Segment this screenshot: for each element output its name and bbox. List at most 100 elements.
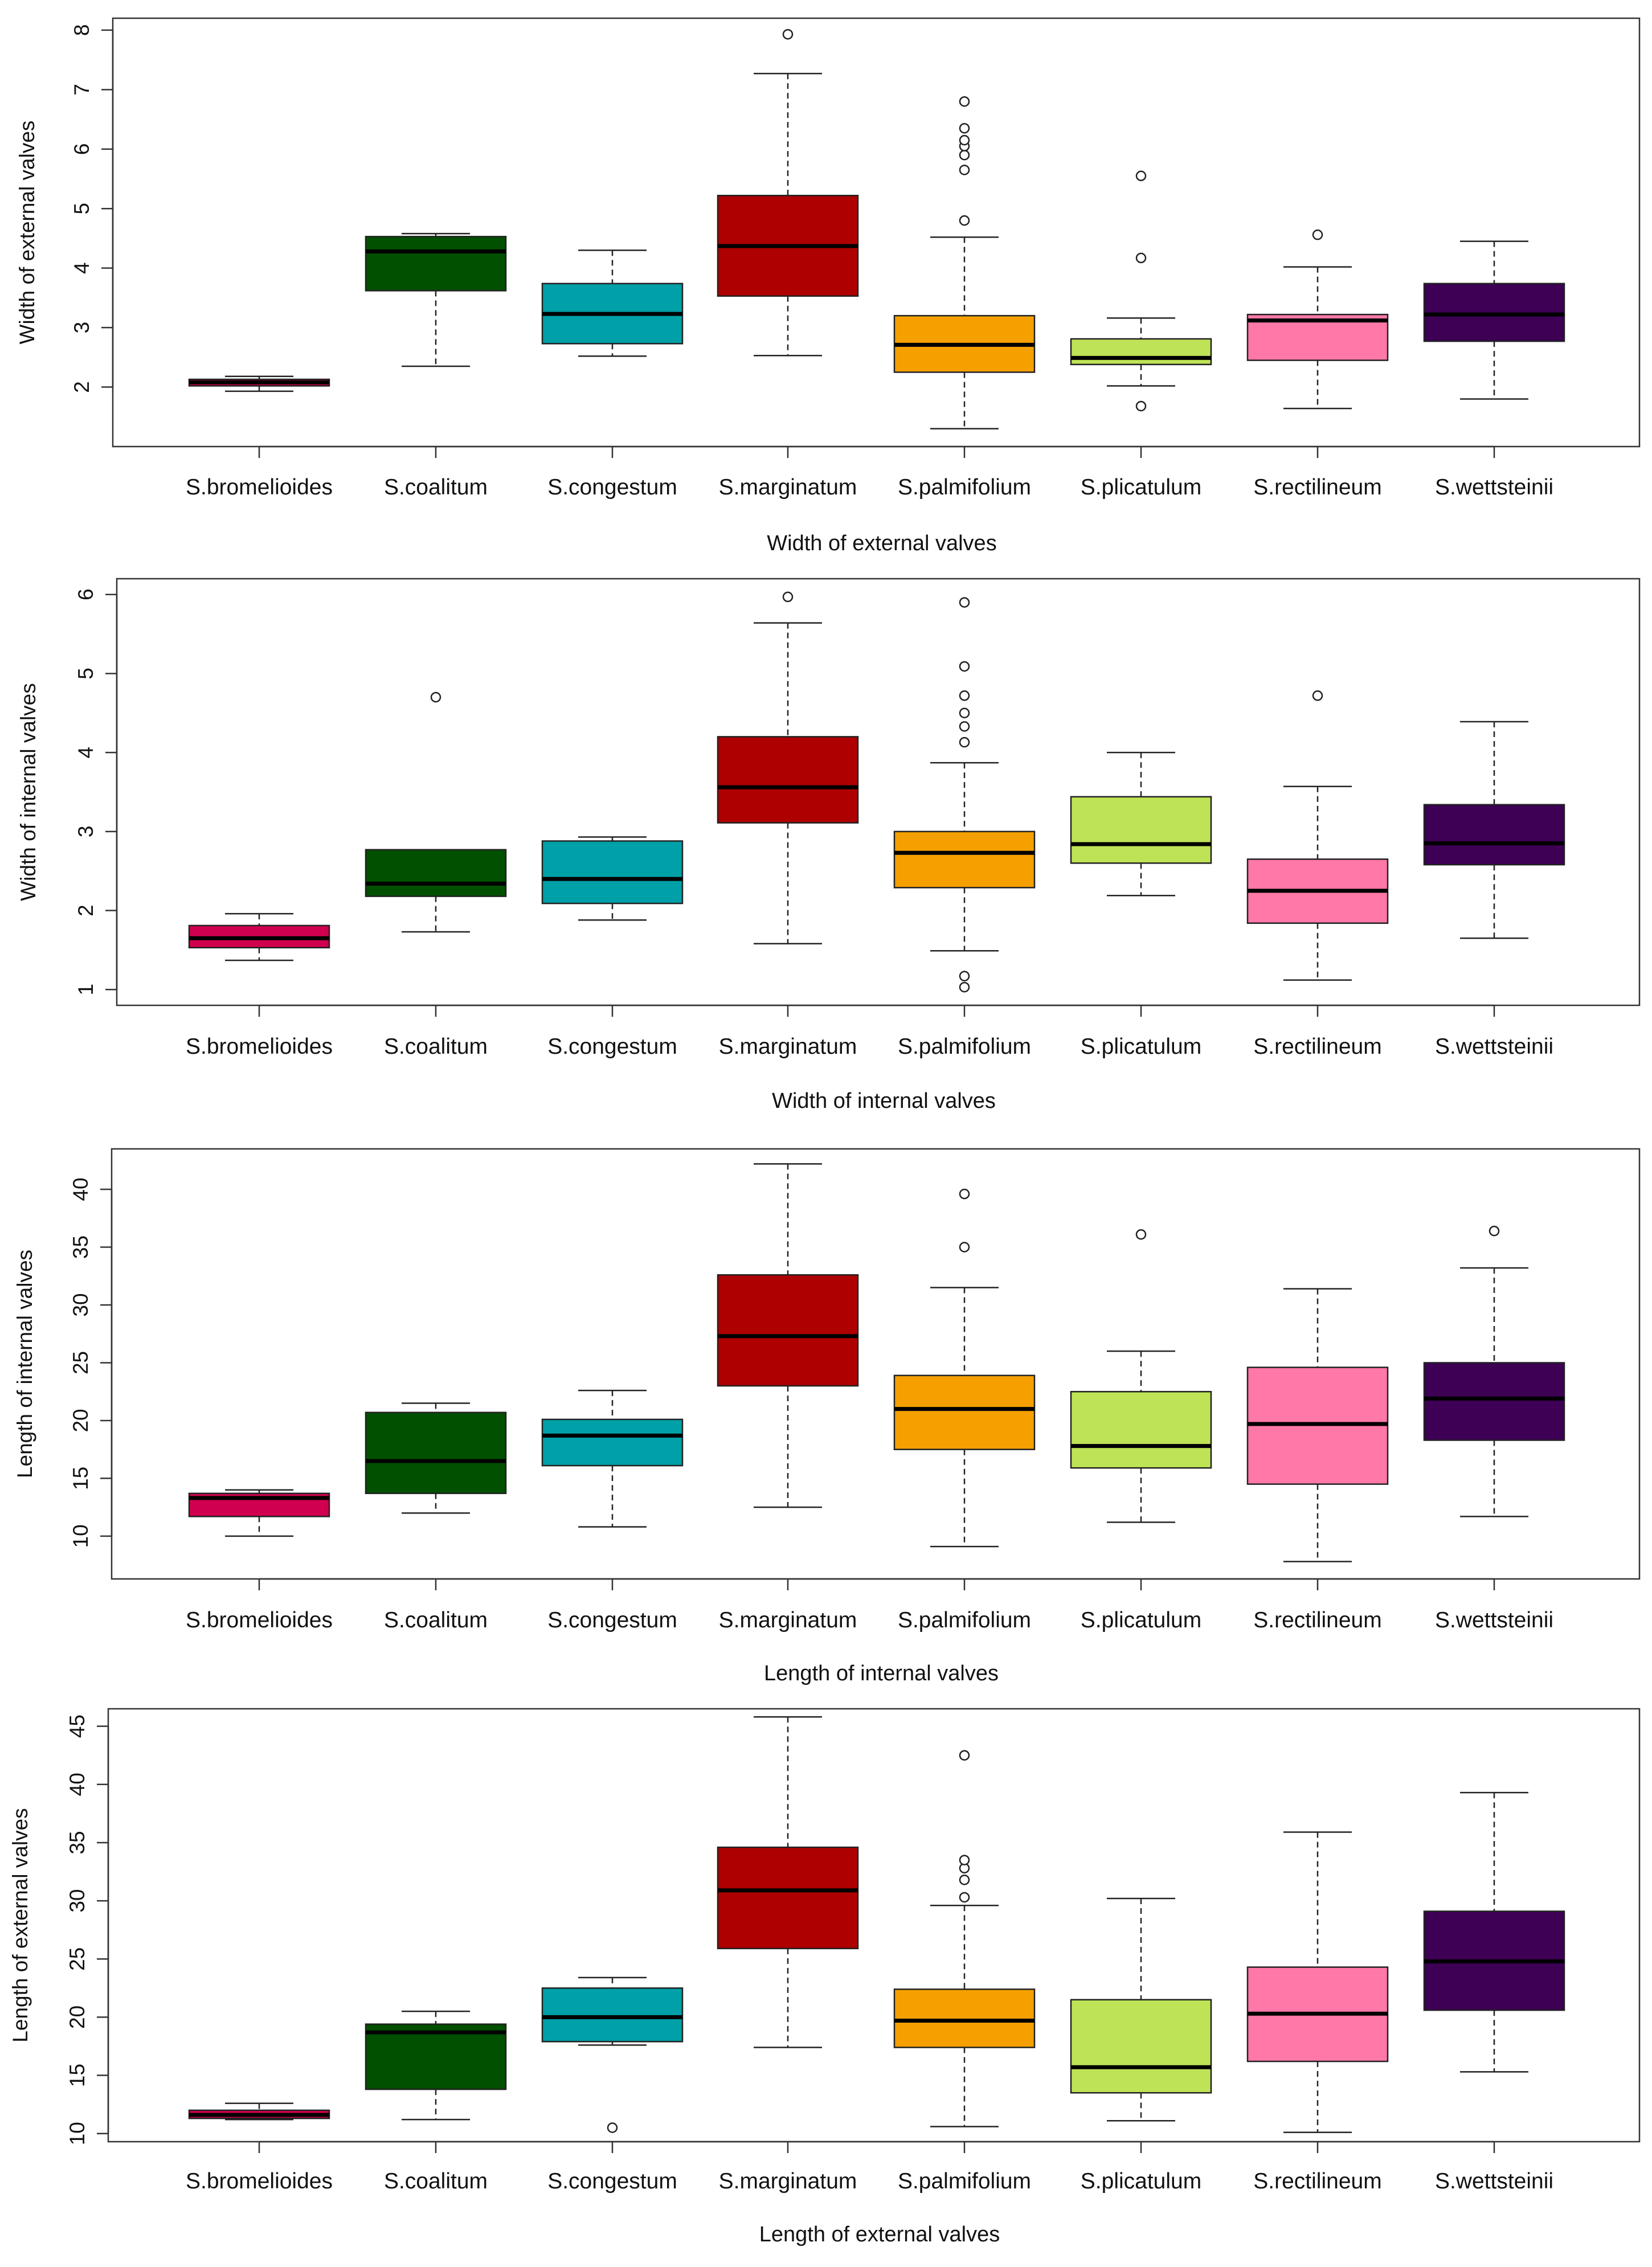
x-tick-label: S.rectilineum [1253,2169,1381,2194]
iqr-box [1070,1390,1212,1469]
iqr-box [365,1411,507,1495]
plot-frame [111,1148,1641,1580]
box-S.palmifolium [893,96,1036,429]
y-tick-label: 8 [70,24,93,36]
x-tick-label: S.rectilineum [1253,1034,1381,1059]
x-tick-label: S.marginatum [719,1608,857,1632]
outlier-point [959,981,970,993]
y-tick-label: 7 [70,84,93,96]
y-tick-label: 25 [66,1947,89,1971]
y-tick-label: 5 [74,668,97,680]
y-tick-label: 5 [70,203,93,215]
outlier-point [1135,170,1147,182]
outlier-point [1489,1225,1500,1237]
x-tick-label: S.plicatulum [1081,475,1201,500]
box-S.rectilineum [1246,229,1389,410]
box-S.plicatulum [1070,170,1212,412]
x-tick-label: S.bromelioides [186,1608,333,1632]
outlier-point [959,707,970,719]
y-tick-label: 35 [66,1831,89,1854]
x-tick-label: S.bromelioides [186,2169,333,2194]
y-tick-label: 35 [69,1235,92,1259]
x-tick-label: S.palmifolium [898,2169,1031,2194]
y-tick-label: 45 [66,1714,89,1738]
outlier-point [959,597,970,608]
iqr-box [893,1988,1036,2048]
outlier-point [959,96,970,107]
outlier-point [430,691,441,703]
outlier-point [959,736,970,748]
x-tick-label: S.congestum [547,1608,677,1632]
outlier-point [959,215,970,226]
y-tick-label: 40 [69,1177,92,1201]
x-tick-label: S.coalitum [384,2169,488,2194]
box-S.rectilineum [1246,690,1389,981]
box-S.coalitum [365,232,507,367]
iqr-box [893,1374,1036,1450]
box-S.wettsteinii [1423,240,1565,400]
x-tick-label: S.congestum [547,475,677,500]
box-S.bromelioides [188,375,330,392]
x-tick-label: S.palmifolium [898,1034,1031,1059]
x-tick-label: S.wettsteinii [1435,1034,1553,1059]
y-tick-label: 15 [66,2064,89,2087]
outlier-point [959,661,970,672]
x-tick-label: S.rectilineum [1253,1608,1381,1632]
box-S.wettsteinii [1423,1791,1565,2073]
x-tick-label: S.coalitum [384,1034,488,1059]
box-S.palmifolium [893,597,1036,993]
panel-title: Width of internal valves [772,1089,996,1113]
box-S.bromelioides [188,2102,330,2121]
iqr-box [1070,796,1212,864]
outlier-point [607,2122,618,2133]
panel-title: Length of external valves [759,2223,1000,2246]
box-S.rectilineum [1246,1831,1389,2133]
x-tick-label: S.wettsteinii [1435,475,1553,500]
y-axis-title: Width of external valves [15,121,39,345]
panel-title: Length of internal valves [764,1662,999,1685]
outlier-point [959,1750,970,1761]
chart-panel-4: 10 15 20 25 30 35 40 45 Length of external valve… [9,1708,1641,2246]
box-S.marginatum [717,1163,859,1508]
x-tick-label: S.palmifolium [898,475,1031,500]
box-S.coalitum [365,2010,507,2121]
y-tick-label: 25 [69,1351,92,1374]
outlier-point [959,149,970,161]
panel-title: Width of external valves [767,531,996,555]
iqr-box [1070,338,1212,366]
box-S.congestum [541,249,684,357]
outlier-point [959,1892,970,1903]
y-tick-label: 6 [70,143,93,155]
box-S.bromelioides [188,1489,330,1537]
x-tick-label: S.plicatulum [1081,1034,1201,1059]
x-tick-label: S.bromelioides [186,475,333,500]
iqr-box [541,1987,684,2043]
outlier-point [1312,229,1323,240]
box-S.palmifolium [893,1188,1036,1548]
iqr-box [365,236,507,292]
box-S.plicatulum [1070,1229,1212,1523]
iqr-box [365,849,507,897]
iqr-box [1070,1999,1212,2094]
y-axis-title: Width of internal valves [17,683,40,901]
y-tick-label: 4 [70,262,93,274]
box-S.congestum [541,836,684,921]
y-tick-label: 10 [69,1524,92,1548]
outlier-point [959,1188,970,1200]
box-S.coalitum [365,691,507,933]
y-tick-label: 2 [70,381,93,393]
chart-panel-1: 2 3 4 5 6 7 8 Width of external valves S.bromeli… [15,17,1641,555]
outlier-point [959,165,970,175]
box-S.plicatulum [1070,751,1212,897]
outlier-point [959,1875,970,1885]
plot-frame [107,1708,1641,2143]
x-tick-label: S.coalitum [384,475,488,500]
outlier-point [782,28,794,40]
box-S.congestum [541,1389,684,1528]
iqr-box [541,1418,684,1467]
outlier-point [1135,1229,1147,1240]
outlier-point [959,122,970,134]
y-tick-label: 30 [69,1293,92,1316]
